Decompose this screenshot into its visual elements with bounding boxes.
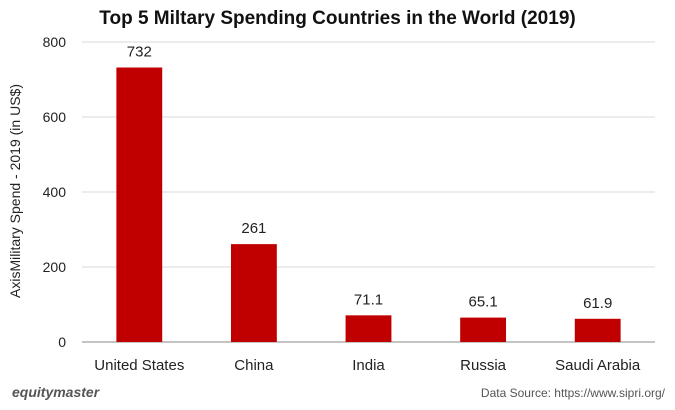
y-axis-label: AxisMilitary Spend - 2019 (in US$) [7, 84, 23, 298]
bars [116, 67, 621, 342]
data-label: 732 [127, 44, 152, 61]
brand-logo-text: equitymaster [12, 384, 100, 400]
y-tick-label: 200 [43, 259, 67, 275]
x-tick-label: United States [94, 357, 184, 374]
y-tick-label: 400 [43, 184, 67, 200]
data-label: 261 [241, 220, 266, 237]
data-label: 65.1 [468, 294, 497, 311]
y-axis-ticks: 0 200 400 600 800 [43, 34, 67, 350]
bar [574, 318, 621, 342]
bar [116, 67, 163, 342]
x-tick-label: India [352, 357, 385, 374]
y-tick-label: 600 [43, 109, 67, 125]
y-tick-label: 0 [58, 334, 66, 350]
chart-title: Top 5 Miltary Spending Countries in the … [99, 8, 576, 29]
data-source: Data Source: https://www.sipri.org/ [480, 386, 665, 400]
data-label: 61.9 [583, 295, 612, 312]
y-tick-label: 800 [43, 34, 67, 50]
bar [230, 244, 277, 342]
x-tick-label: China [234, 357, 274, 374]
bar [345, 315, 392, 342]
x-tick-label: Saudi Arabia [555, 357, 641, 374]
data-label: 71.1 [354, 291, 383, 308]
x-tick-label: Russia [460, 357, 507, 374]
x-axis-ticks: United States China India Russia Saudi Arabi… [94, 357, 641, 374]
bar [460, 317, 507, 342]
data-labels: 732 261 71.1 65.1 61.9 [127, 44, 613, 312]
y-axis-label-box: AxisMilitary Spend - 2019 (in US$) [2, 40, 28, 342]
